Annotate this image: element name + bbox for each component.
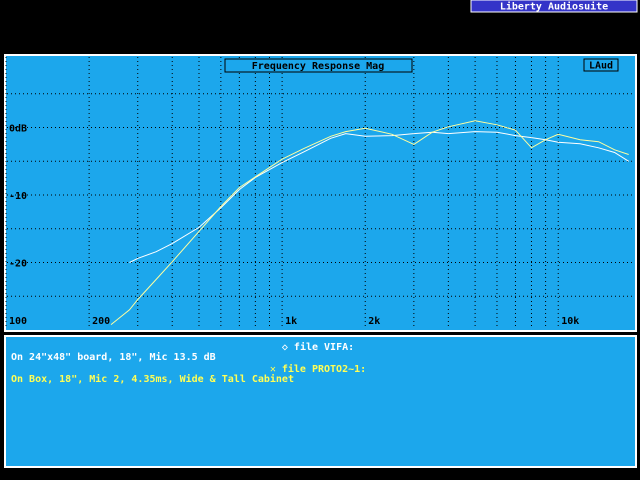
- x-tick-label: 1k: [285, 316, 297, 327]
- y-tick-label: -20: [9, 259, 27, 270]
- series-line: [110, 120, 629, 325]
- title-box: [224, 58, 413, 73]
- chart-title: Frequency Response Mag: [252, 61, 384, 72]
- legend-entry: ◇ file VIFA:: [282, 341, 354, 353]
- legend-description: On Box, 18", Mic 2, 4.35ms, Wide & Tall …: [11, 373, 294, 385]
- tag-box: [583, 58, 619, 72]
- legend-panel: [4, 335, 637, 468]
- app-title-box: [470, 0, 638, 13]
- legend-marker: ◇: [282, 342, 288, 353]
- x-tick-label: 100: [9, 316, 27, 327]
- y-tick-label: 0dB: [9, 124, 27, 135]
- x-tick-label: 200: [92, 316, 110, 327]
- panel-tag: LAud: [589, 61, 613, 72]
- x-tick-label: 10k: [561, 316, 579, 327]
- legend-entry: ✕ file PROTO2~1:: [270, 363, 366, 375]
- app-title: Liberty Audiosuite: [500, 1, 608, 13]
- chart-panel: [4, 54, 637, 332]
- legend-name: file PROTO2~1:: [282, 363, 366, 375]
- x-tick-label: 2k: [368, 316, 380, 327]
- series-line: [129, 131, 629, 263]
- legend-name: file VIFA:: [294, 341, 354, 353]
- legend-marker: ✕: [270, 364, 276, 375]
- legend-description: On 24"x48" board, 18", Mic 13.5 dB: [11, 351, 216, 363]
- y-tick-label: -10: [9, 191, 27, 202]
